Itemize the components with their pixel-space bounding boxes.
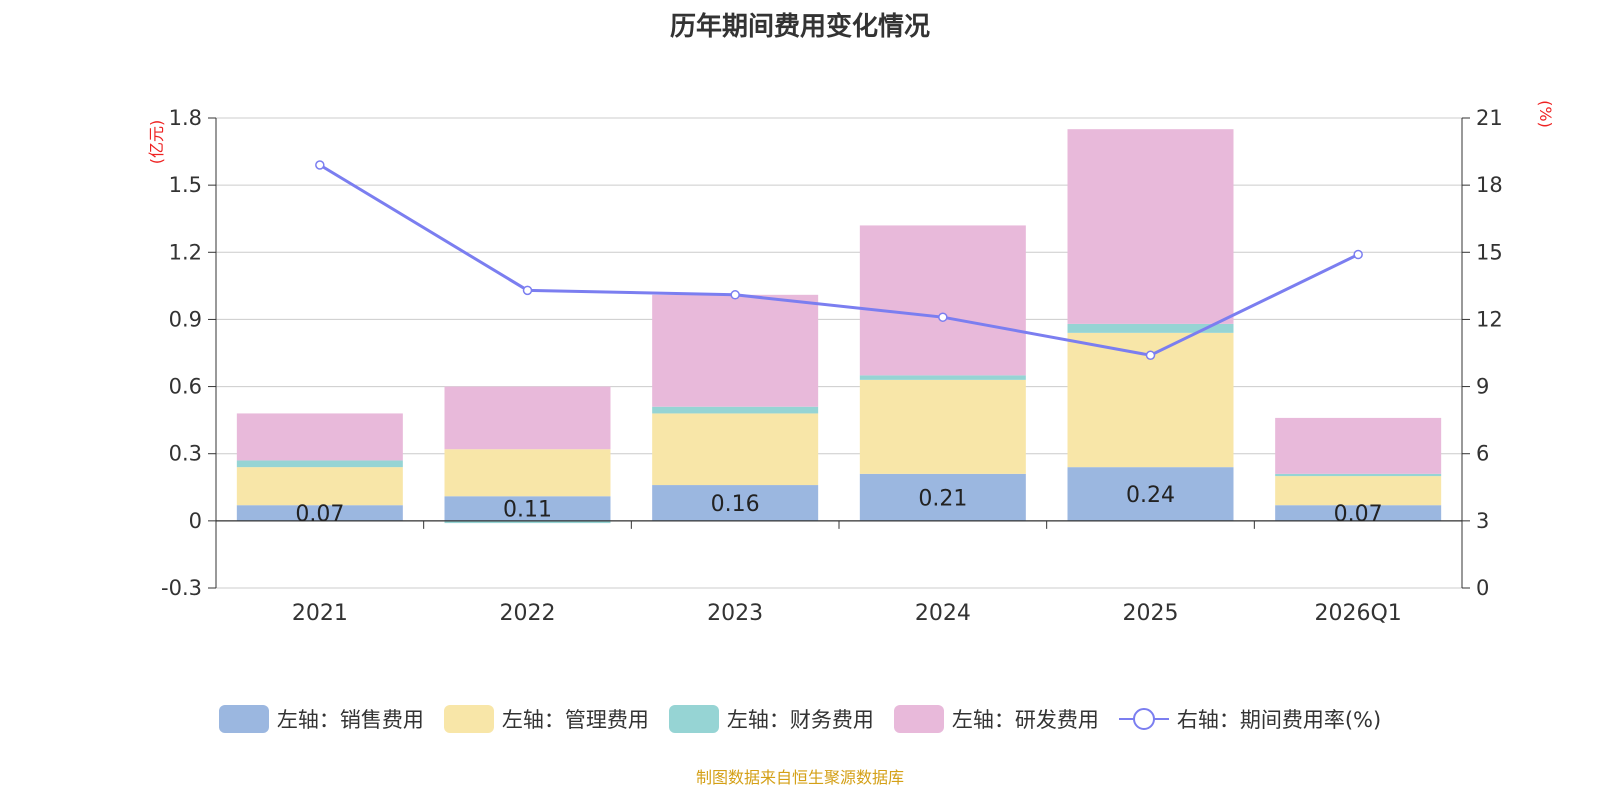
chart-title: 历年期间费用变化情况: [669, 12, 930, 42]
data-label-sales: 0.07: [1334, 502, 1383, 527]
bar-sales-2024: [859, 473, 1026, 521]
bar-sales-2025: [1067, 467, 1234, 521]
right-tick-label: 6: [1476, 442, 1489, 466]
legend-item-admin[interactable]: 左轴：管理费用: [443, 704, 649, 734]
bar-rnd-2023: [652, 294, 819, 407]
expense-rate-line: [319, 163, 1359, 357]
x-tick-label: 2021: [292, 601, 348, 626]
x-tick-label: 2024: [915, 601, 971, 626]
left-tick-label: 0.3: [169, 442, 202, 466]
bar-admin-2023: [652, 413, 819, 486]
bar-admin-2022: [444, 449, 611, 497]
right-tick-label: 18: [1476, 173, 1503, 197]
bar-admin-2024: [859, 379, 1026, 474]
expense-rate-point: [938, 312, 948, 322]
bar-finance-2023: [652, 406, 819, 414]
left-tick-label: 0.6: [169, 375, 202, 399]
legend: 左轴：销售费用 左轴：管理费用 左轴：财务费用 左轴：研发费用 右轴：期间费用率…: [0, 704, 1600, 734]
bar-sales-2022: [444, 496, 611, 521]
x-tick-label: 2022: [500, 601, 556, 626]
right-tick-label: 0: [1476, 576, 1489, 600]
data-label-sales: 0.16: [711, 492, 760, 517]
right-tick-label: 9: [1476, 375, 1489, 399]
legend-item-sales[interactable]: 左轴：销售费用: [218, 704, 424, 734]
bar-rnd-2025: [1067, 129, 1234, 324]
legend-item-finance[interactable]: 左轴：财务费用: [668, 704, 874, 734]
expense-rate-point: [315, 160, 325, 170]
left-tick-label: 0.9: [169, 307, 202, 331]
left-tick-label: 1.8: [169, 106, 202, 130]
legend-label-sales: 左轴：销售费用: [276, 708, 424, 732]
legend-label-rnd: 左轴：研发费用: [951, 708, 1099, 732]
legend-line-icon: [1118, 705, 1169, 733]
data-source: 制图数据来自恒生聚源数据库: [695, 768, 904, 787]
legend-label-expense-rate: 右轴：期间费用率(%): [1176, 708, 1382, 732]
bar-finance-2024: [859, 375, 1026, 380]
left-axis-unit: (亿元): [147, 120, 166, 165]
bar-admin-2021: [236, 467, 403, 506]
legend-swatch-admin: [443, 705, 494, 733]
expense-rate-point: [730, 290, 740, 300]
left-tick-label: 1.2: [169, 240, 202, 264]
right-tick-label: 12: [1476, 307, 1503, 331]
data-label-sales: 0.21: [918, 486, 967, 511]
data-label-sales: 0.24: [1126, 483, 1175, 508]
bar-admin-2026Q1: [1275, 476, 1442, 506]
data-label-sales: 0.07: [295, 502, 344, 527]
legend-label-finance: 左轴：财务费用: [726, 708, 874, 732]
x-tick-label: 2023: [707, 601, 763, 626]
bar-finance-2022: [444, 520, 611, 524]
bar-rnd-2024: [859, 225, 1026, 376]
legend-swatch-rnd: [893, 705, 944, 733]
bar-finance-2021: [236, 460, 403, 468]
legend-item-rnd[interactable]: 左轴：研发费用: [893, 704, 1099, 734]
legend-swatch-finance: [668, 705, 719, 733]
right-tick-label: 3: [1476, 509, 1489, 533]
bar-sales-2023: [652, 485, 819, 521]
bar-finance-2025: [1067, 323, 1234, 333]
x-tick-label: 2026Q1: [1315, 601, 1402, 626]
legend-item-expense-rate[interactable]: 右轴：期间费用率(%): [1118, 704, 1382, 734]
x-tick-label: 2025: [1123, 601, 1179, 626]
bar-finance-2026Q1: [1275, 473, 1442, 477]
legend-label-admin: 左轴：管理费用: [501, 708, 649, 732]
right-tick-label: 15: [1476, 240, 1503, 264]
bar-sales-2026Q1: [1275, 505, 1442, 521]
bar-rnd-2026Q1: [1275, 417, 1442, 474]
legend-swatch-sales: [218, 705, 269, 733]
data-label-sales: 0.11: [503, 498, 552, 523]
bar-rnd-2022: [444, 386, 611, 450]
left-tick-label: 1.5: [169, 173, 202, 197]
expense-rate-point: [1145, 350, 1156, 360]
left-tick-label: 0: [189, 509, 202, 533]
right-tick-label: 21: [1476, 106, 1503, 130]
expense-rate-point: [522, 285, 533, 296]
bar-rnd-2021: [236, 413, 403, 461]
left-tick-label: -0.3: [161, 576, 202, 600]
right-axis-unit: (%): [1536, 100, 1555, 128]
expense-rate-point: [1353, 249, 1363, 260]
bar-sales-2021: [236, 505, 403, 521]
